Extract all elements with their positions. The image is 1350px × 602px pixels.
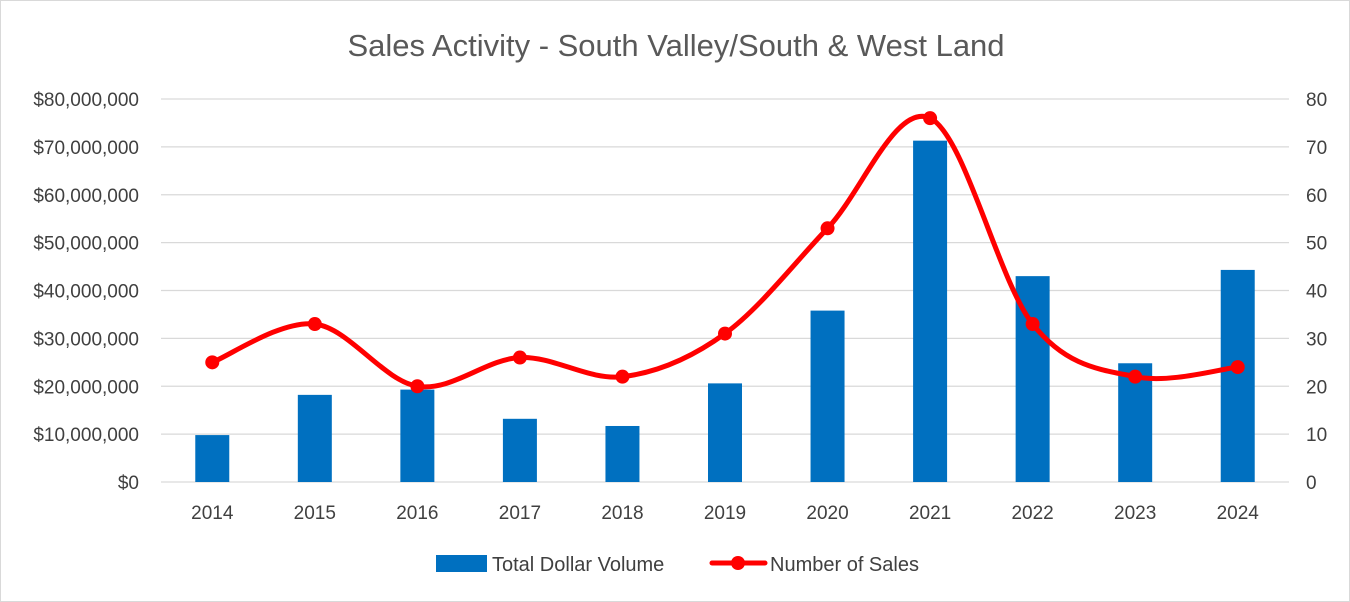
- point-2019: [718, 326, 732, 341]
- bar-2021: [913, 140, 948, 482]
- left-tick-label: $30,000,000: [33, 329, 139, 350]
- x-tick-label: 2018: [601, 503, 643, 524]
- bar-2014: [195, 435, 230, 482]
- right-tick-label: 30: [1306, 329, 1327, 350]
- x-tick-label: 2021: [909, 503, 951, 524]
- x-tick-label: 2015: [294, 503, 336, 524]
- point-2016: [410, 379, 425, 394]
- right-tick-label: 80: [1306, 90, 1327, 111]
- chart-title: Sales Activity - South Valley/South & We…: [347, 28, 1004, 63]
- x-tick-label: 2016: [396, 503, 438, 524]
- x-tick-label: 2014: [191, 503, 234, 524]
- line-series: [205, 111, 1245, 394]
- bar-2016: [400, 389, 435, 482]
- x-tick-label: 2017: [499, 503, 541, 524]
- bar-2024: [1220, 269, 1255, 482]
- right-tick-label: 60: [1306, 186, 1327, 207]
- x-tick-label: 2024: [1217, 503, 1260, 524]
- bar-2018: [605, 425, 640, 482]
- left-tick-label: $80,000,000: [33, 90, 139, 111]
- point-2014: [205, 355, 220, 370]
- left-tick-label: $10,000,000: [33, 425, 139, 446]
- sales-count-line: [209, 113, 1241, 390]
- bar-2019: [708, 383, 742, 482]
- left-axis-ticks: $0 $10,000,000 $20,000,000 $30,000,000 $40,0…: [33, 90, 139, 494]
- right-tick-label: 0: [1306, 473, 1317, 494]
- bar-series: [195, 140, 1255, 482]
- right-tick-label: 10: [1306, 425, 1327, 446]
- x-tick-label: 2022: [1011, 503, 1053, 524]
- point-2020: [820, 221, 835, 236]
- legend-line-marker: [731, 556, 745, 570]
- right-tick-label: 20: [1306, 377, 1327, 398]
- point-2018: [615, 369, 630, 384]
- legend-bar-label: Total Dollar Volume: [492, 554, 664, 576]
- left-tick-label: $60,000,000: [33, 186, 139, 207]
- left-tick-label: $50,000,000: [33, 234, 139, 255]
- x-tick-label: 2023: [1114, 503, 1156, 524]
- bar-2020: [810, 310, 845, 482]
- left-tick-label: $0: [118, 473, 139, 494]
- point-2024: [1230, 360, 1245, 375]
- right-axis-ticks: 0 10 20 30 40 50 60 70 80: [1306, 90, 1327, 494]
- legend: Total Dollar Volume Number of Sales: [436, 554, 919, 576]
- right-tick-label: 40: [1306, 282, 1327, 303]
- left-tick-label: $70,000,000: [33, 138, 139, 159]
- x-axis-ticks: 2014 2015 2016 2017 2018 2019 2020 2021 2022 2023…: [191, 503, 1259, 524]
- point-2022: [1025, 317, 1040, 332]
- x-tick-label: 2019: [704, 503, 746, 524]
- legend-bar-swatch: [436, 555, 487, 572]
- point-2021: [923, 111, 938, 126]
- point-2017: [512, 350, 527, 365]
- left-tick-label: $20,000,000: [33, 377, 139, 398]
- point-2023: [1128, 369, 1143, 384]
- x-tick-label: 2020: [806, 503, 848, 524]
- left-tick-label: $40,000,000: [33, 282, 139, 303]
- legend-line-label: Number of Sales: [770, 554, 919, 576]
- bar-2015: [297, 394, 332, 482]
- bar-2017: [502, 418, 537, 482]
- right-tick-label: 70: [1306, 138, 1327, 159]
- right-tick-label: 50: [1306, 234, 1327, 255]
- point-2015: [307, 317, 322, 332]
